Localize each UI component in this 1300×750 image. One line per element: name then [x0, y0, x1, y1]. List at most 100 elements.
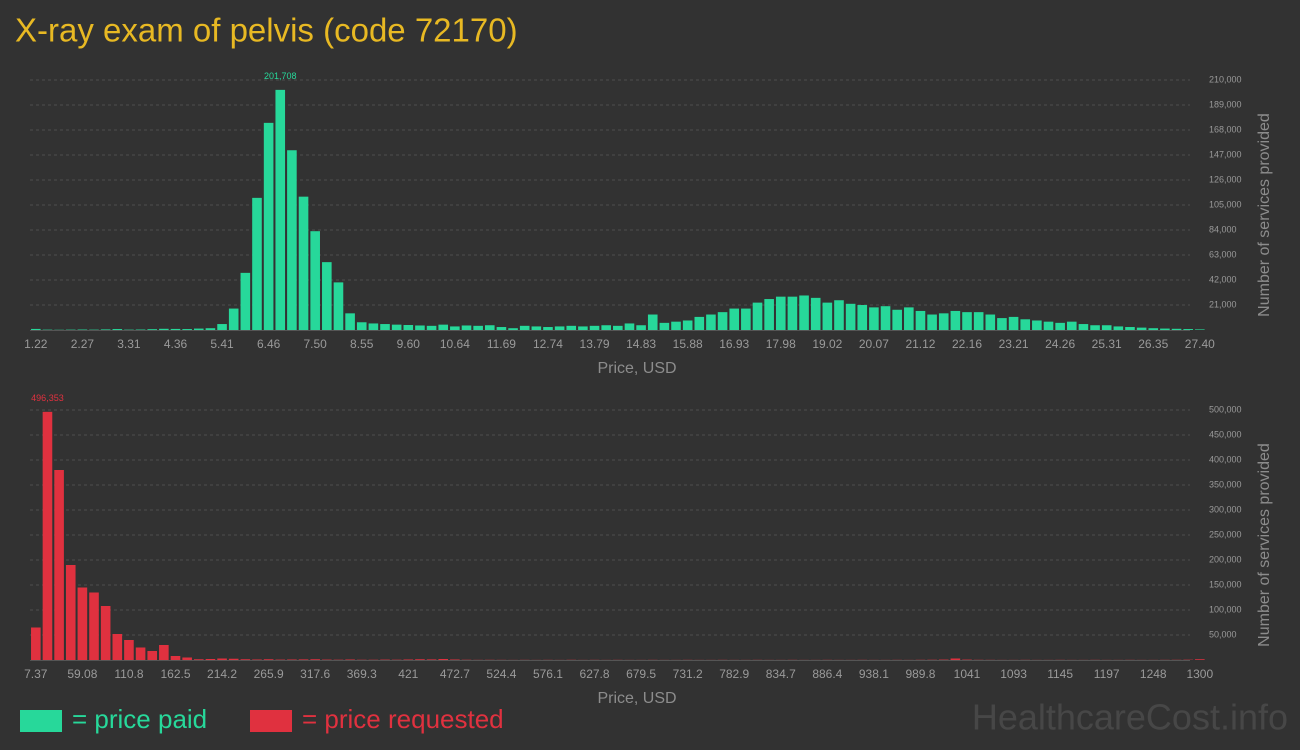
bar — [193, 328, 204, 330]
value-label: 201,708 — [264, 71, 297, 81]
bar — [543, 327, 553, 330]
bar — [228, 308, 239, 330]
legend-swatch — [20, 710, 62, 732]
bar — [275, 89, 286, 330]
x-tick-label: 7.37 — [24, 667, 48, 681]
bar — [89, 592, 99, 660]
bar — [124, 640, 134, 660]
x-tick-label: 26.35 — [1138, 337, 1168, 351]
y-tick-label: 400,000 — [1209, 454, 1242, 464]
bar — [915, 310, 926, 330]
x-tick-label: 25.31 — [1092, 337, 1122, 351]
x-tick-label: 14.83 — [626, 337, 656, 351]
x-tick-label: 27.40 — [1185, 337, 1215, 351]
bar — [880, 306, 891, 330]
y-tick-label: 210,000 — [1209, 74, 1242, 84]
x-tick-label: 3.31 — [117, 337, 141, 351]
x-tick-label: 24.26 — [1045, 337, 1075, 351]
bar — [65, 565, 76, 660]
bar — [950, 310, 961, 330]
x-tick-label: 23.21 — [999, 337, 1029, 351]
bar — [31, 627, 41, 660]
bar — [484, 325, 495, 330]
bar — [252, 659, 262, 660]
x-tick-label: 1197 — [1094, 667, 1120, 681]
x-axis-title: Price, USD — [597, 690, 676, 707]
page-title: X-ray exam of pelvis (code 72170) — [15, 12, 518, 49]
y-tick-label: 50,000 — [1209, 629, 1237, 639]
bar — [54, 470, 64, 660]
bar — [170, 328, 181, 330]
legend-label: = price requested — [302, 704, 504, 734]
x-tick-label: 7.50 — [304, 337, 328, 351]
bar — [1125, 327, 1135, 330]
bar — [1113, 326, 1124, 330]
bar — [659, 322, 670, 330]
bar — [973, 312, 984, 330]
x-tick-label: 1145 — [1047, 667, 1073, 681]
bar — [42, 411, 53, 660]
bar — [1066, 321, 1077, 330]
y-tick-label: 21,000 — [1209, 299, 1237, 309]
bar — [426, 659, 437, 660]
legend-label: = price paid — [72, 704, 207, 734]
x-tick-label: 59.08 — [67, 667, 97, 681]
bar — [764, 299, 774, 330]
x-tick-label: 1248 — [1140, 667, 1167, 681]
bar — [415, 659, 425, 660]
bar — [135, 647, 146, 660]
y-tick-label: 105,000 — [1209, 199, 1242, 209]
bar — [450, 326, 460, 330]
y-tick-label: 350,000 — [1209, 479, 1242, 489]
bar — [1020, 319, 1031, 330]
bar — [519, 325, 530, 330]
x-tick-label: 627.8 — [580, 667, 610, 681]
bar — [403, 325, 414, 330]
bar — [636, 325, 646, 330]
x-tick-label: 16.93 — [719, 337, 749, 351]
x-tick-label: 12.74 — [533, 337, 563, 351]
x-tick-label: 6.46 — [257, 337, 281, 351]
x-tick-label: 317.6 — [300, 667, 330, 681]
x-tick-label: 17.98 — [766, 337, 796, 351]
y-tick-label: 150,000 — [1209, 579, 1242, 589]
bar — [508, 328, 518, 330]
x-tick-label: 938.1 — [859, 667, 889, 681]
bar — [938, 313, 949, 330]
x-tick-label: 421 — [398, 667, 418, 681]
bar — [601, 325, 611, 330]
bar — [857, 305, 868, 330]
bar — [217, 324, 227, 330]
bar — [182, 329, 192, 330]
bar — [438, 324, 449, 330]
bar — [1183, 329, 1193, 330]
y-tick-label: 63,000 — [1209, 249, 1237, 259]
bar — [100, 606, 111, 660]
bar — [100, 329, 111, 330]
bar — [473, 325, 483, 330]
x-tick-label: 1300 — [1186, 667, 1213, 681]
bar — [205, 659, 216, 660]
y-tick-label: 100,000 — [1209, 604, 1242, 614]
x-tick-label: 4.36 — [164, 337, 188, 351]
x-tick-label: 10.64 — [440, 337, 470, 351]
bar — [356, 322, 367, 330]
y-tick-label: 42,000 — [1209, 274, 1237, 284]
bar — [147, 651, 158, 660]
bar — [298, 196, 309, 330]
x-tick-label: 2.27 — [71, 337, 95, 351]
bar — [1043, 321, 1054, 330]
y-tick-label: 147,000 — [1209, 149, 1242, 159]
bar — [228, 658, 239, 660]
bar — [717, 312, 728, 330]
x-tick-label: 13.79 — [580, 337, 610, 351]
x-tick-label: 731.2 — [673, 667, 703, 681]
y-tick-label: 200,000 — [1209, 554, 1242, 564]
y-tick-label: 500,000 — [1209, 404, 1242, 414]
y-axis-title: Number of services provided — [1256, 443, 1273, 647]
bar — [1136, 327, 1147, 330]
bar — [438, 659, 449, 660]
bar — [869, 307, 879, 330]
bar — [694, 316, 705, 330]
bar — [578, 326, 588, 330]
